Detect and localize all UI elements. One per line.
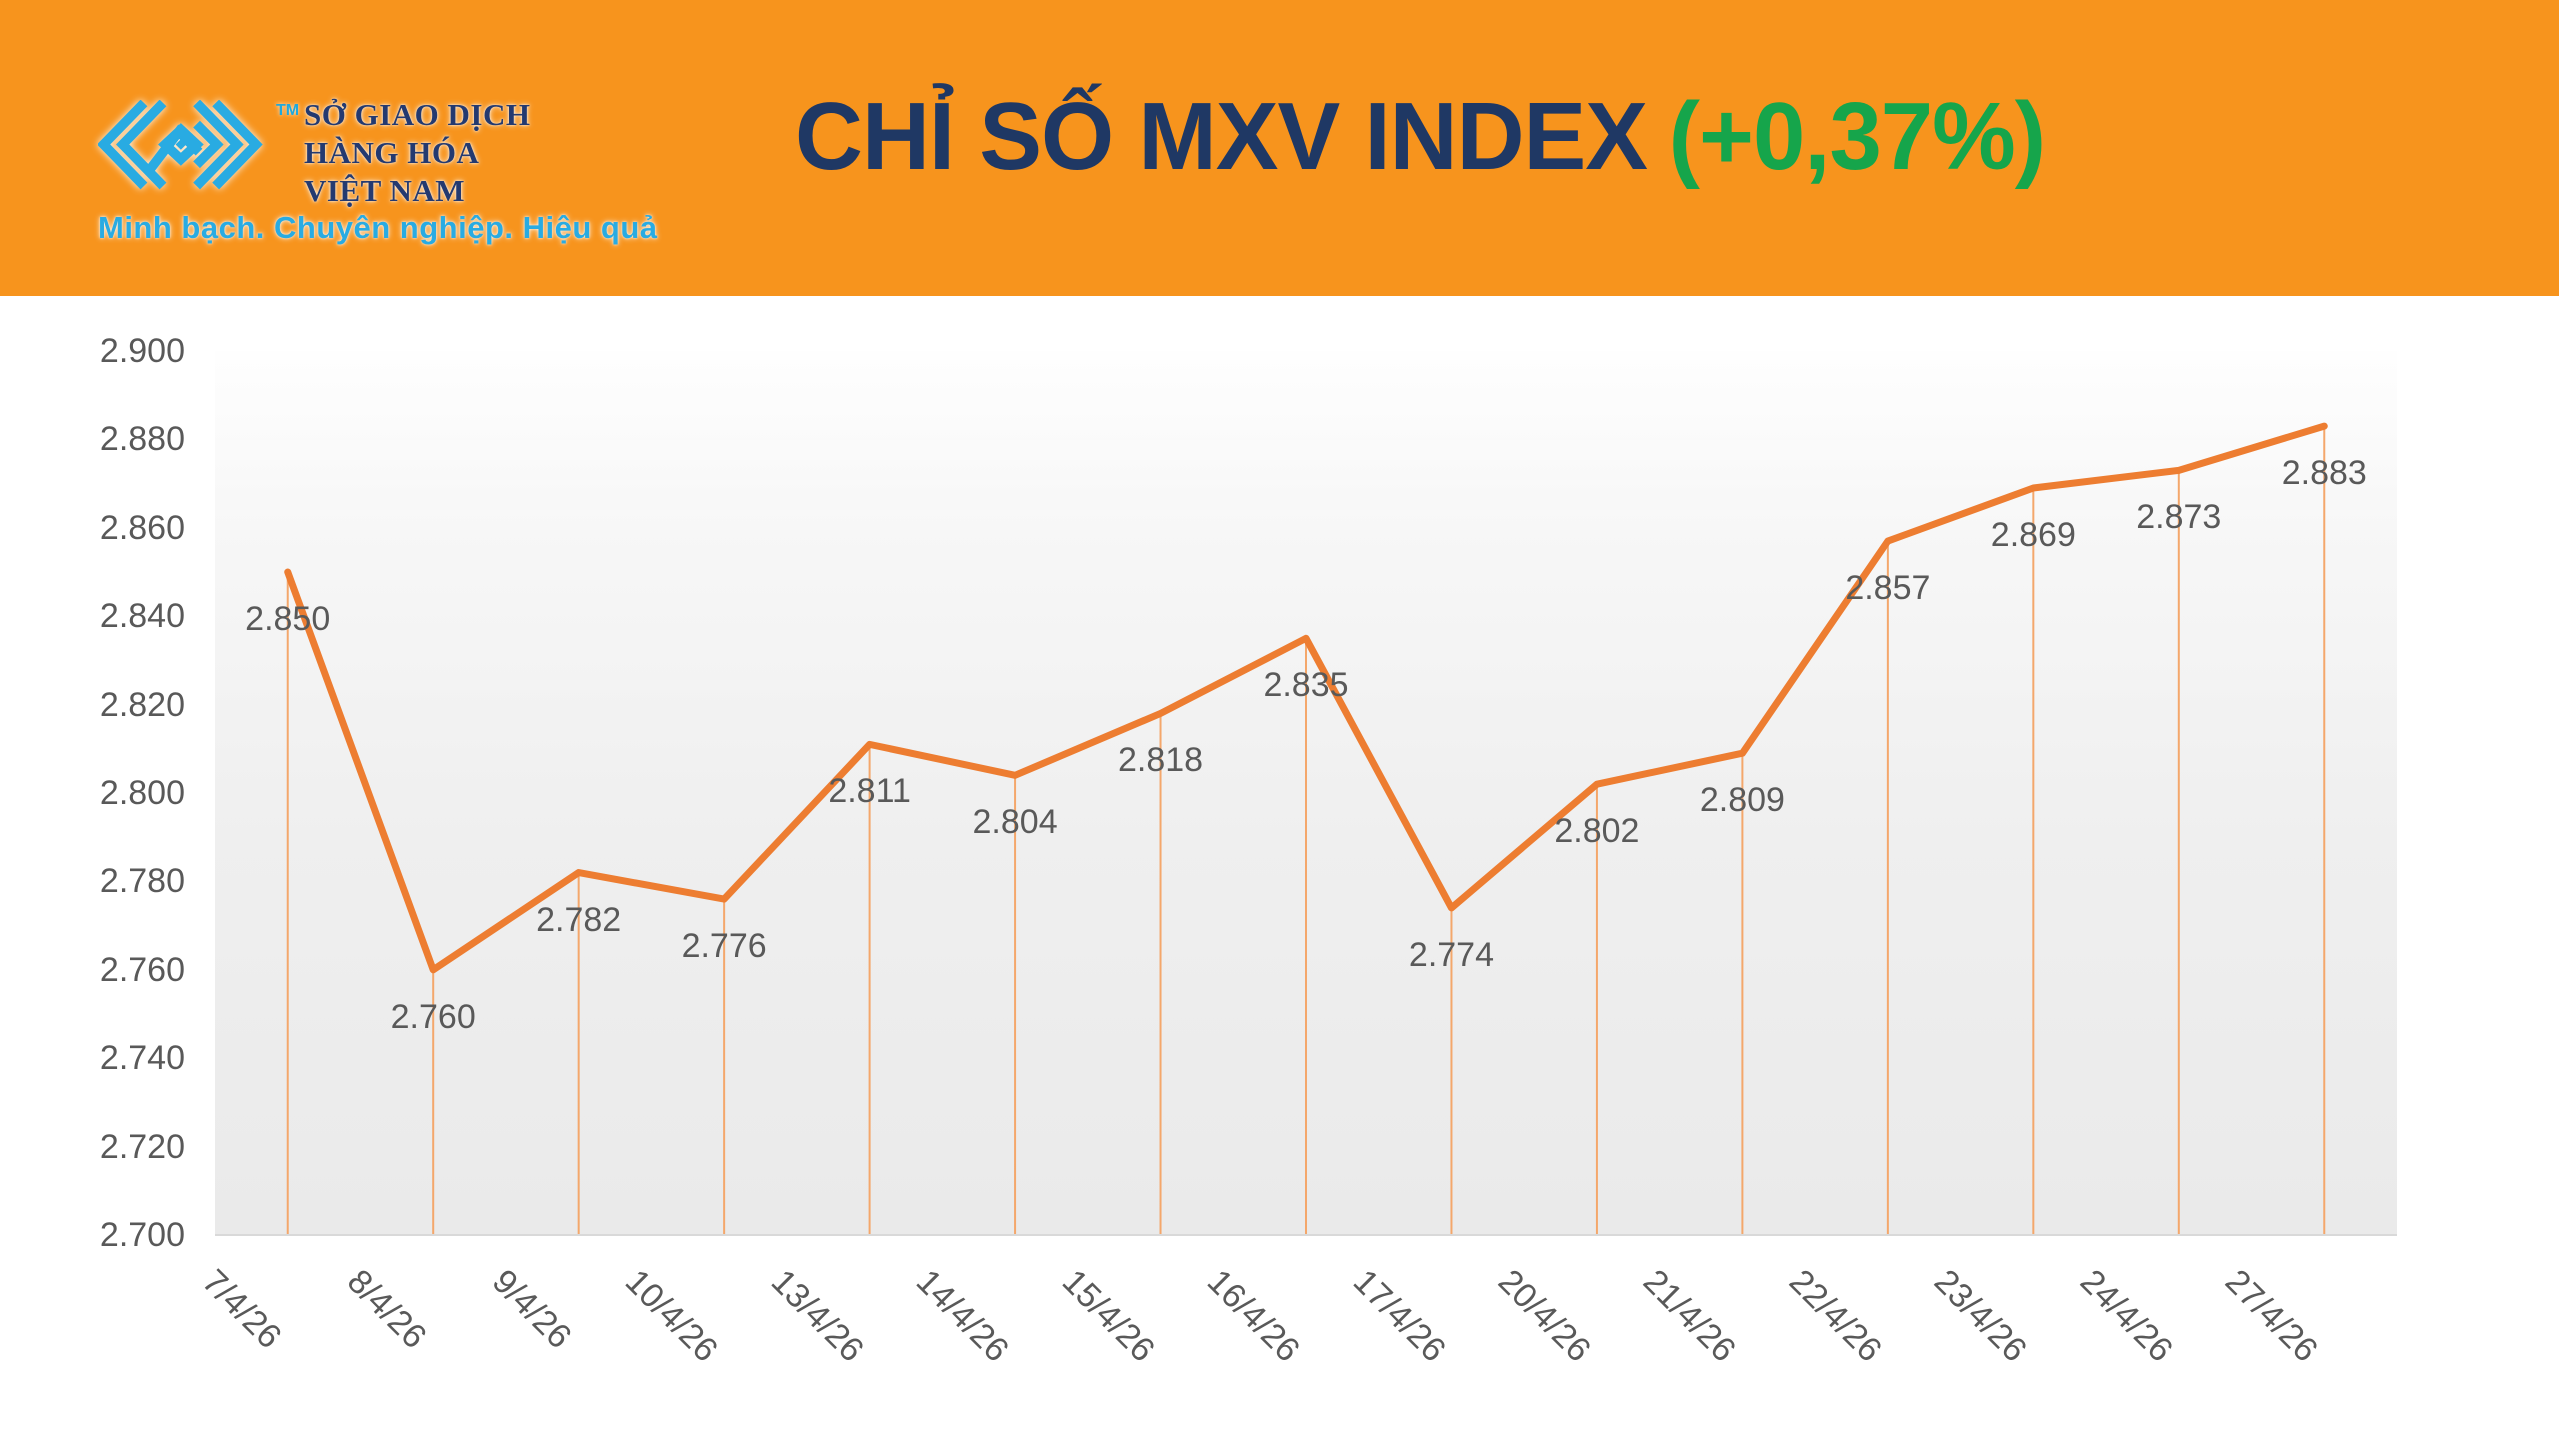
data-label: 2.869 xyxy=(1990,516,2076,555)
y-axis-label: 2.800 xyxy=(99,774,185,812)
index-line-series xyxy=(284,422,2328,974)
y-axis-label: 2.780 xyxy=(99,862,185,901)
y-axis-label: 2.700 xyxy=(99,1216,185,1254)
data-label: 2.818 xyxy=(1117,741,1204,780)
y-axis-label: 2.860 xyxy=(99,508,185,547)
data-label: 2.811 xyxy=(828,772,911,811)
data-label: 2.760 xyxy=(390,997,476,1036)
data-label: 2.850 xyxy=(245,600,331,638)
y-axis-label: 2.740 xyxy=(99,1039,185,1078)
y-axis-label: 2.760 xyxy=(99,950,185,989)
data-label: 2.883 xyxy=(2281,454,2367,493)
y-axis-label: 2.840 xyxy=(99,597,185,636)
page-title: CHỈ SỐ MXV INDEX (+0,37%) xyxy=(795,83,2046,190)
y-axis-label: 2.820 xyxy=(99,685,185,724)
title-change-badge: (+0,37%) xyxy=(1668,83,2046,190)
data-label: 2.776 xyxy=(681,927,767,966)
y-axis-label: 2.900 xyxy=(99,332,185,370)
y-axis-label: 2.880 xyxy=(99,420,185,459)
y-axis-label: 2.720 xyxy=(99,1127,185,1166)
data-label: 2.782 xyxy=(536,900,622,939)
data-label: 2.835 xyxy=(1263,666,1349,705)
data-label: 2.873 xyxy=(2136,498,2222,537)
data-label: 2.809 xyxy=(1699,781,1785,820)
data-label: 2.804 xyxy=(972,803,1058,842)
data-label: 2.857 xyxy=(1845,569,1931,608)
mxv-logo-icon xyxy=(98,100,263,190)
logo-tagline: Minh bạch. Chuyên nghiệp. Hiệu quả xyxy=(98,210,658,245)
header-banner: TM SỞ GIAO DỊCH HÀNG HÓA VIỆT NAM Minh b… xyxy=(0,0,2559,296)
logo-org-name: SỞ GIAO DỊCH HÀNG HÓA VIỆT NAM xyxy=(304,97,531,208)
title-text: CHỈ SỐ MXV INDEX xyxy=(795,83,1648,190)
trademark-label: TM xyxy=(276,102,300,119)
data-label: 2.802 xyxy=(1554,812,1640,851)
data-label: 2.774 xyxy=(1408,935,1494,974)
